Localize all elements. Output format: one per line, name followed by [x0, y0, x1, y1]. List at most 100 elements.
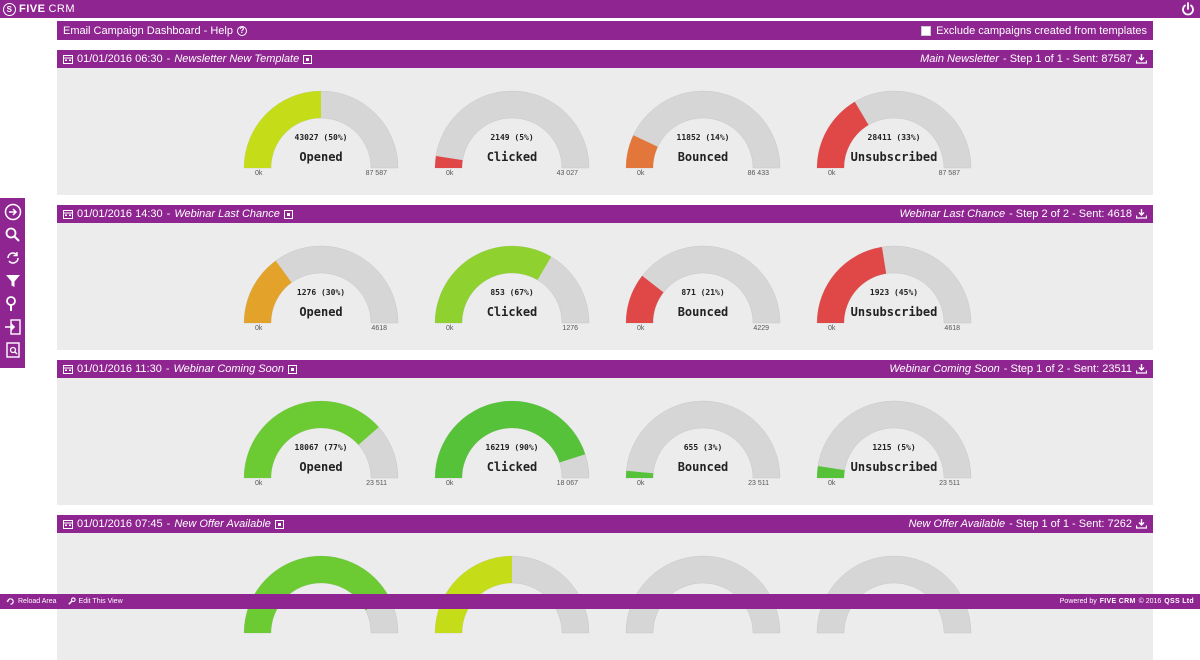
open-external-icon[interactable]	[287, 364, 297, 374]
gauge-label: Unsubscribed	[850, 305, 938, 319]
gauge-label: Unsubscribed	[850, 460, 938, 474]
gauge-value: 1215 (5%)	[872, 443, 916, 452]
footer-bar: Reload Area Edit This View Powered by FI…	[0, 594, 1200, 609]
gauge-value: 1923 (45%)	[869, 288, 919, 297]
campaign-header: 01/01/2016 14:30 - Webinar Last Chance W…	[57, 205, 1153, 223]
gauge-value: 11852 (14%)	[676, 133, 730, 142]
gauge-chart	[816, 400, 972, 479]
gauge-value: 871 (21%)	[681, 288, 725, 297]
gauge-fill	[626, 275, 664, 323]
gauge-unsubscribed[interactable]: 1215 (5%) Unsubscribed 0k 23 511	[816, 396, 972, 496]
gauge-max: 23 511	[748, 480, 769, 487]
gauge-chart	[243, 245, 399, 324]
gauge-track	[625, 400, 781, 479]
gauge-bounced[interactable]: 655 (3%) Bounced 0k 23 511	[625, 396, 781, 496]
gauge-chart	[816, 90, 972, 169]
campaign-step-sent: - Step 2 of 2 - Sent: 4618	[1009, 208, 1132, 220]
gauge-label: Bounced	[677, 305, 729, 319]
campaign-panel: 01/01/2016 14:30 - Webinar Last Chance W…	[57, 205, 1153, 350]
campaign-date: 01/01/2016 07:45	[77, 518, 163, 530]
campaign-name: Newsletter New Template	[174, 53, 300, 65]
gauge-opened[interactable]: 43027 (50%) Opened 0k 87 587	[243, 86, 399, 186]
gauge-clicked[interactable]: 16219 (90%) Clicked 0k 18 067	[434, 396, 590, 496]
side-toolbar	[0, 198, 25, 368]
gauge-fill	[435, 246, 552, 323]
gauge-label: Opened	[299, 305, 343, 319]
gauge-unsubscribed[interactable]: 28411 (33%) Unsubscribed 0k 87 587	[816, 86, 972, 186]
gauge-min: 0k	[828, 325, 836, 332]
filter-icon[interactable]	[3, 271, 23, 291]
gauge-bounced[interactable]: 871 (21%) Bounced 0k 4229	[625, 241, 781, 341]
import-icon[interactable]	[3, 317, 23, 337]
gauge-label: Bounced	[677, 150, 729, 164]
gauge-unsubscribed[interactable]: 1923 (45%) Unsubscribed 0k 4618	[816, 241, 972, 341]
campaign-panel: 01/01/2016 07:45 - New Offer Available N…	[57, 515, 1153, 660]
download-icon[interactable]	[1136, 54, 1147, 64]
gauge-fill	[244, 260, 292, 323]
gauge-opened[interactable]: 1276 (30%) Opened 0k 4618	[243, 241, 399, 341]
gauge-chart	[434, 245, 590, 324]
campaign-list: 01/01/2016 06:30 - Newsletter New Templa…	[57, 50, 1153, 660]
edit-view-button[interactable]: Edit This View	[67, 597, 123, 606]
campaign-title[interactable]: 01/01/2016 06:30 - Newsletter New Templa…	[63, 53, 313, 65]
search-off-icon[interactable]	[3, 294, 23, 314]
power-icon[interactable]	[1180, 1, 1196, 17]
dashboard-title: Email Campaign Dashboard - Help ?	[63, 25, 247, 37]
gauge-chart	[243, 400, 399, 479]
gauge-chart	[434, 90, 590, 169]
logo-text: FIVE	[19, 3, 46, 15]
gauge-value: 1276 (30%)	[296, 288, 346, 297]
campaign-title[interactable]: 01/01/2016 14:30 - Webinar Last Chance	[63, 208, 293, 220]
gauge-min: 0k	[255, 480, 263, 487]
campaign-date: 01/01/2016 06:30	[77, 53, 163, 65]
gauge-clicked[interactable]: 853 (67%) Clicked 0k 1276	[434, 241, 590, 341]
five-crm-logo[interactable]: S FIVE CRM	[3, 1, 75, 17]
arrow-right-circle-icon[interactable]	[3, 202, 23, 222]
gauge-chart	[434, 400, 590, 479]
calendar-icon	[63, 210, 73, 219]
gauge-chart	[625, 90, 781, 169]
open-external-icon[interactable]	[274, 519, 284, 529]
gauge-opened[interactable]: 18067 (77%) Opened 0k 23 511	[243, 396, 399, 496]
gauge-fill	[244, 401, 379, 478]
campaign-name: New Offer Available	[174, 518, 271, 530]
campaign-series-name: Main Newsletter	[920, 53, 999, 65]
campaign-step-info: Webinar Coming Soon - Step 1 of 2 - Sent…	[889, 363, 1147, 375]
gauge-fill	[244, 556, 390, 633]
exclude-templates-checkbox[interactable]	[921, 25, 932, 36]
campaign-gauges-area: 18067 (77%) Opened 0k 23 511 16219 (90%)…	[57, 378, 1153, 505]
gauge-max: 4618	[371, 325, 387, 332]
powered-by-brand[interactable]: FIVE CRM	[1099, 598, 1136, 605]
campaign-title[interactable]: 01/01/2016 11:30 - Webinar Coming Soon	[63, 363, 297, 375]
campaign-name: Webinar Coming Soon	[173, 363, 284, 375]
gauge-track	[434, 90, 590, 169]
gauge-bounced[interactable]: 11852 (14%) Bounced 0k 86 433	[625, 86, 781, 186]
open-external-icon[interactable]	[303, 54, 313, 64]
exclude-templates-toggle[interactable]: Exclude campaigns created from templates	[921, 25, 1147, 37]
gauge-min: 0k	[255, 325, 263, 332]
gauge-min: 0k	[255, 170, 263, 177]
question-icon[interactable]: ?	[236, 25, 247, 36]
download-icon[interactable]	[1136, 519, 1147, 529]
gauge-clicked[interactable]: 2149 (5%) Clicked 0k 43 027	[434, 86, 590, 186]
campaign-title[interactable]: 01/01/2016 07:45 - New Offer Available	[63, 518, 284, 530]
campaign-step-sent: - Step 1 of 1 - Sent: 87587	[1002, 53, 1132, 65]
gauge-fill	[817, 465, 845, 478]
refresh-icon[interactable]	[3, 248, 23, 268]
campaign-name: Webinar Last Chance	[174, 208, 280, 220]
gauge-fill	[435, 155, 463, 168]
open-external-icon[interactable]	[283, 209, 293, 219]
download-icon[interactable]	[1136, 364, 1147, 374]
gauge-max: 1276	[562, 325, 578, 332]
campaign-date: 01/01/2016 11:30	[77, 363, 162, 375]
campaign-step-info: Webinar Last Chance - Step 2 of 2 - Sent…	[899, 208, 1147, 220]
gauge-label: Clicked	[486, 305, 538, 319]
document-search-icon[interactable]	[3, 340, 23, 360]
calendar-icon	[63, 55, 73, 64]
download-icon[interactable]	[1136, 209, 1147, 219]
reload-area-button[interactable]: Reload Area	[6, 597, 57, 606]
gauge-track	[816, 400, 972, 479]
search-query-icon[interactable]	[3, 225, 23, 245]
campaign-separator: -	[166, 518, 171, 530]
gauge-max: 87 587	[365, 170, 387, 177]
